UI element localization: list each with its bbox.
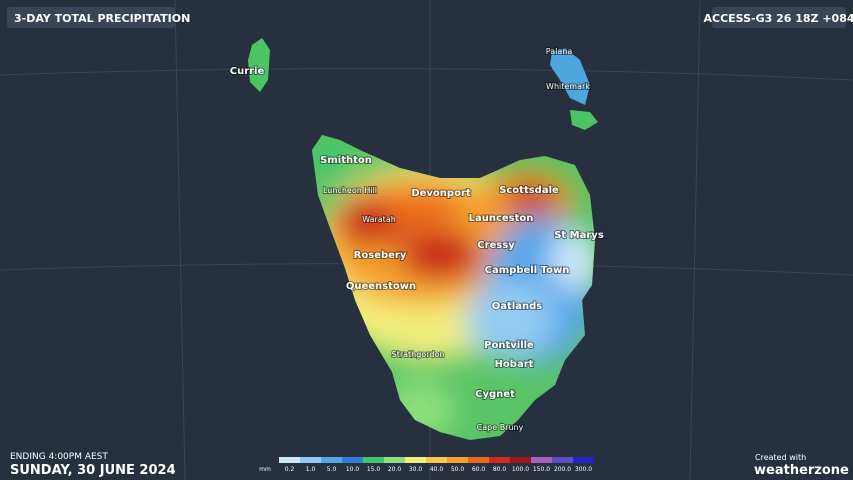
legend-swatch — [363, 457, 384, 463]
date: SUNDAY, 30 JUNE 2024 — [10, 463, 176, 478]
legend-label: 30.0 — [409, 466, 423, 473]
ending-time: ENDING 4:00PM AEST — [10, 452, 108, 462]
legend-unit: mm — [259, 466, 271, 473]
place: Waratah — [362, 215, 396, 224]
legend-swatch — [300, 457, 321, 463]
legend-swatch — [342, 457, 363, 463]
place: Cygnet — [475, 389, 515, 400]
title: 3-DAY TOTAL PRECIPITATION — [14, 12, 190, 25]
legend-swatch — [279, 457, 300, 463]
legend-swatch — [405, 457, 426, 463]
place: Strathgordon — [392, 350, 445, 359]
legend-label: 1.0 — [306, 466, 316, 473]
place: Currie — [230, 66, 265, 77]
legend-swatch — [384, 457, 405, 463]
king-island — [248, 38, 270, 92]
legend-label: 200.0 — [554, 466, 571, 473]
place: Launceston — [469, 213, 534, 224]
place: St Marys — [554, 230, 604, 241]
place: Hobart — [495, 359, 534, 370]
place: Campbell Town — [485, 265, 570, 276]
legend-swatch — [426, 457, 447, 463]
legend: 0.2 1.0 5.0 10.0 15.0 20.0 30.0 40.0 50.0 60.0 80.… — [279, 457, 594, 473]
place-labels: Currie Palana Whitemark Smithton Luncheo… — [229, 46, 605, 433]
legend-label: 15.0 — [367, 466, 381, 473]
brand: weatherzone — [754, 463, 849, 478]
legend-label: 0.2 — [285, 466, 295, 473]
place: Queenstown — [346, 281, 416, 292]
legend-swatch — [552, 457, 573, 463]
legend-label: 40.0 — [430, 466, 444, 473]
model-run: ACCESS-G3 26 18Z +084 — [703, 12, 853, 25]
legend-swatch — [321, 457, 342, 463]
legend-swatch — [468, 457, 489, 463]
created-with: Created with — [755, 453, 806, 462]
place: Luncheon Hill — [323, 186, 377, 195]
legend-label: 150.0 — [533, 466, 550, 473]
title-box — [7, 7, 175, 28]
legend-label: 10.0 — [346, 466, 360, 473]
place: Pontville — [484, 340, 534, 351]
legend-swatch — [447, 457, 468, 463]
legend-swatch — [489, 457, 510, 463]
cape-barren-island — [570, 110, 598, 130]
legend-swatch — [573, 457, 594, 463]
flinders-island — [550, 48, 590, 105]
place: Devonport — [411, 188, 471, 199]
legend-swatch — [531, 457, 552, 463]
place: Oatlands — [492, 301, 542, 312]
place: Cressy — [477, 240, 515, 251]
legend-label: 5.0 — [327, 466, 337, 473]
place: Cape Bruny — [477, 423, 524, 432]
place: Rosebery — [354, 250, 407, 261]
legend-swatch — [510, 457, 531, 463]
legend-label: 20.0 — [388, 466, 402, 473]
legend-label: 80.0 — [493, 466, 507, 473]
place: Smithton — [320, 155, 372, 166]
place: Palana — [546, 47, 573, 56]
legend-label: 100.0 — [512, 466, 529, 473]
place: Whitemark — [546, 82, 590, 91]
legend-label: 300.0 — [575, 466, 592, 473]
legend-label: 50.0 — [451, 466, 465, 473]
legend-label: 60.0 — [472, 466, 486, 473]
place: Scottsdale — [499, 185, 559, 196]
model-box — [712, 7, 846, 28]
